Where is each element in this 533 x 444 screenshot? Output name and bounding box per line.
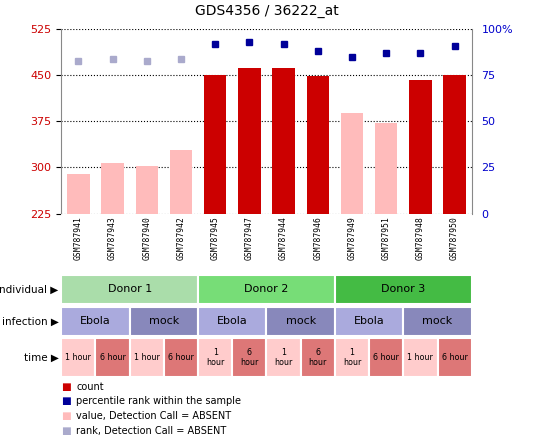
Bar: [198, 307, 266, 336]
Bar: [101, 163, 124, 214]
Text: GSM787948: GSM787948: [416, 217, 425, 261]
Bar: [403, 307, 472, 336]
Bar: [198, 338, 232, 377]
Text: GSM787941: GSM787941: [74, 217, 83, 261]
Bar: [301, 338, 335, 377]
Text: GSM787940: GSM787940: [142, 217, 151, 261]
Bar: [266, 338, 301, 377]
Bar: [61, 338, 95, 377]
Text: individual ▶: individual ▶: [0, 285, 59, 294]
Bar: [266, 307, 335, 336]
Text: infection ▶: infection ▶: [2, 317, 59, 326]
Bar: [232, 338, 266, 377]
Bar: [341, 114, 363, 214]
Text: 6 hour: 6 hour: [373, 353, 399, 362]
Text: time ▶: time ▶: [24, 353, 59, 362]
Text: ■: ■: [61, 411, 71, 421]
Text: percentile rank within the sample: percentile rank within the sample: [76, 396, 241, 407]
Text: Ebola: Ebola: [217, 317, 248, 326]
Text: 6 hour: 6 hour: [168, 353, 194, 362]
Text: 1
hour: 1 hour: [343, 348, 361, 367]
Bar: [130, 338, 164, 377]
Bar: [272, 68, 295, 214]
Bar: [238, 68, 261, 214]
Text: 1 hour: 1 hour: [407, 353, 433, 362]
Text: Donor 3: Donor 3: [381, 285, 425, 294]
Text: ■: ■: [61, 396, 71, 407]
Bar: [335, 307, 403, 336]
Bar: [443, 75, 466, 214]
Text: 6 hour: 6 hour: [442, 353, 467, 362]
Bar: [306, 76, 329, 214]
Text: value, Detection Call = ABSENT: value, Detection Call = ABSENT: [76, 411, 231, 421]
Text: GSM787946: GSM787946: [313, 217, 322, 261]
Text: 6
hour: 6 hour: [240, 348, 259, 367]
Text: Ebola: Ebola: [80, 317, 111, 326]
Text: GSM787949: GSM787949: [348, 217, 357, 261]
Text: mock: mock: [149, 317, 179, 326]
Text: 6
hour: 6 hour: [309, 348, 327, 367]
Text: GDS4356 / 36222_at: GDS4356 / 36222_at: [195, 4, 338, 18]
Text: Donor 2: Donor 2: [244, 285, 289, 294]
Text: 1 hour: 1 hour: [66, 353, 91, 362]
Text: GSM787945: GSM787945: [211, 217, 220, 261]
Bar: [136, 166, 158, 214]
Text: 6 hour: 6 hour: [100, 353, 126, 362]
Bar: [375, 123, 397, 214]
Bar: [335, 338, 369, 377]
Text: ■: ■: [61, 426, 71, 436]
Text: 1 hour: 1 hour: [134, 353, 160, 362]
Bar: [67, 174, 90, 214]
Bar: [438, 338, 472, 377]
Text: GSM787943: GSM787943: [108, 217, 117, 261]
Bar: [170, 151, 192, 214]
Text: 1
hour: 1 hour: [274, 348, 293, 367]
Text: GSM787944: GSM787944: [279, 217, 288, 261]
Bar: [198, 275, 335, 304]
Bar: [369, 338, 403, 377]
Bar: [164, 338, 198, 377]
Bar: [130, 307, 198, 336]
Text: rank, Detection Call = ABSENT: rank, Detection Call = ABSENT: [76, 426, 227, 436]
Text: GSM787950: GSM787950: [450, 217, 459, 261]
Text: mock: mock: [286, 317, 316, 326]
Bar: [61, 275, 198, 304]
Text: count: count: [76, 382, 104, 392]
Text: 1
hour: 1 hour: [206, 348, 224, 367]
Text: GSM787951: GSM787951: [382, 217, 391, 261]
Text: GSM787947: GSM787947: [245, 217, 254, 261]
Bar: [204, 75, 227, 214]
Text: Ebola: Ebola: [354, 317, 384, 326]
Text: GSM787942: GSM787942: [176, 217, 185, 261]
Bar: [95, 338, 130, 377]
Text: Donor 1: Donor 1: [108, 285, 152, 294]
Text: mock: mock: [422, 317, 453, 326]
Bar: [61, 307, 130, 336]
Bar: [403, 338, 438, 377]
Bar: [409, 79, 432, 214]
Bar: [335, 275, 472, 304]
Text: ■: ■: [61, 382, 71, 392]
